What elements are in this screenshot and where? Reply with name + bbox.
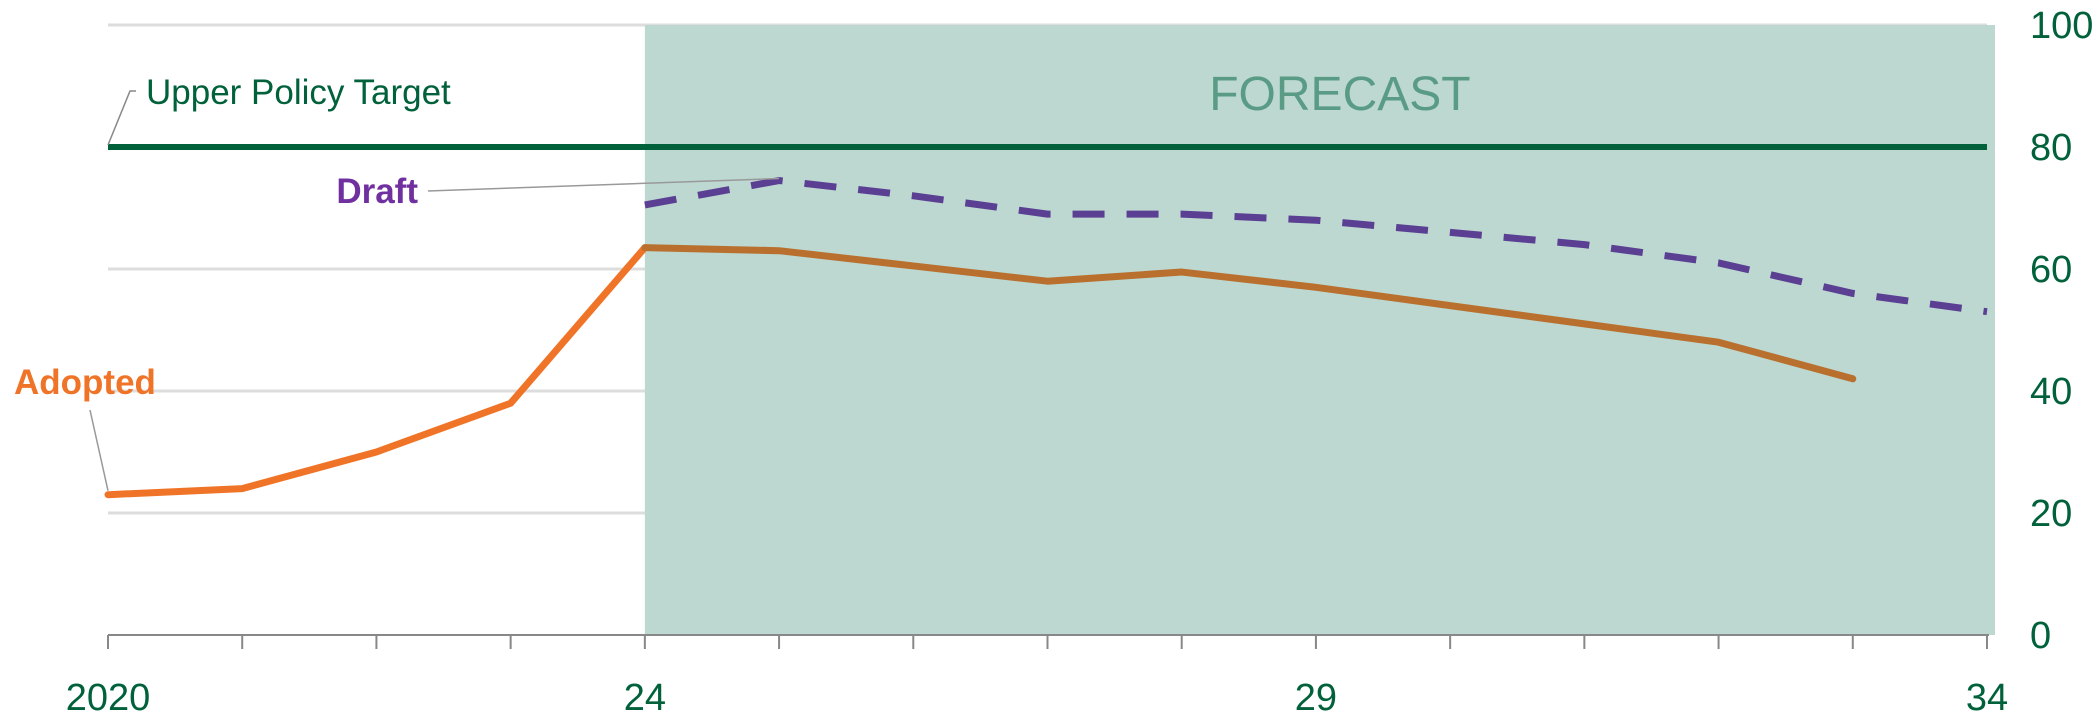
adopted-series-line-actual [104,244,649,499]
x-tick-label-24: 24 [624,677,666,717]
draft-series-label: Draft [336,172,418,211]
x-tick-label-2020: 2020 [66,677,151,717]
draft-series-line [644,177,1988,316]
y-tick-label-20: 20 [2030,493,2072,535]
adopted-series-label: Adopted [14,363,156,402]
adopted-label-leader [89,409,109,491]
forecast-label: FORECAST [1209,68,1470,121]
target-label-leader [107,90,136,146]
forecast-region [644,25,1995,635]
y-axis-tick-labels: 0 20 40 60 80 100 [2030,5,2093,657]
x-tick-label-34: 34 [1966,677,2008,717]
x-axis-ticks [107,635,1988,649]
y-tick-label-60: 60 [2030,249,2072,291]
x-tick-label-29: 29 [1295,677,1337,717]
y-tick-label-80: 80 [2030,127,2072,169]
y-tick-label-100: 100 [2030,5,2093,47]
y-tick-label-0: 0 [2030,615,2051,657]
upper-policy-target-label: Upper Policy Target [146,73,451,112]
series-lines [104,177,1988,499]
draft-label-leader [427,177,780,192]
y-tick-label-40: 40 [2030,371,2072,413]
x-axis-tick-labels: 2020 24 29 34 [66,677,2008,717]
adopted-series-line-forecast [641,244,1857,383]
